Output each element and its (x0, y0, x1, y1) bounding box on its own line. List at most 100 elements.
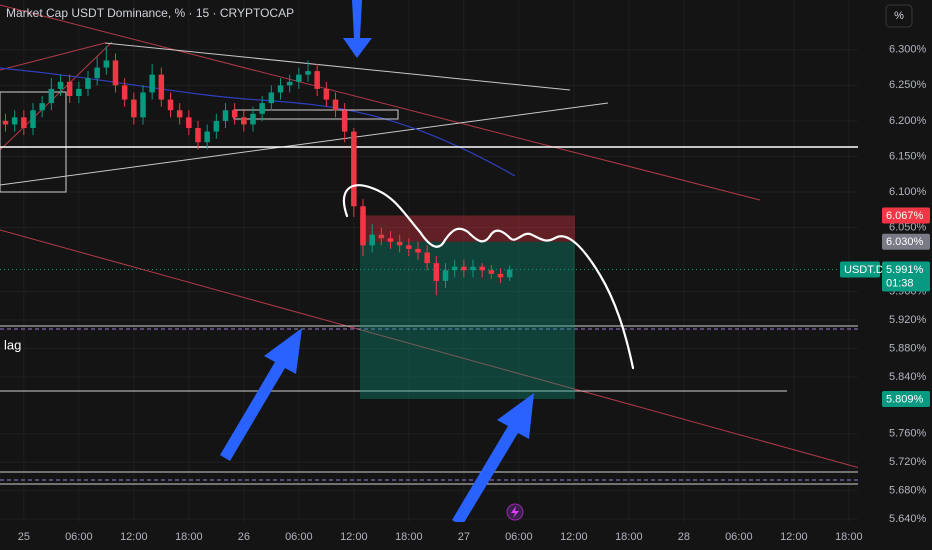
candle-body (48, 88, 55, 104)
candle-body (396, 241, 403, 246)
annotation: lag (4, 337, 21, 352)
y-tick-label: 5.720% (889, 456, 927, 468)
trend-line (0, 4, 761, 201)
axes: 6.300%6.250%6.200%6.150%6.100%6.050%5.96… (18, 44, 930, 543)
candle-body (351, 131, 357, 207)
candle-body (85, 78, 91, 89)
candle-body (39, 103, 45, 111)
candle-body (286, 81, 293, 86)
unit-button[interactable] (885, 4, 913, 28)
candle-body (341, 110, 348, 132)
arrow (452, 393, 534, 526)
position (360, 215, 575, 399)
stop-zone (360, 215, 575, 242)
overlay: lag (4, 0, 635, 526)
range-box (0, 91, 67, 193)
candle-body (387, 238, 394, 242)
last-price-label: 5.991% (886, 264, 924, 276)
trend-line (0, 102, 609, 186)
candle-body (149, 74, 155, 93)
candle-body (11, 117, 18, 125)
candle-body (186, 117, 192, 129)
candle-body (305, 71, 311, 75)
price-badge-label: 5.809% (886, 393, 924, 405)
candle-body (21, 117, 27, 129)
candle-body (112, 60, 119, 86)
candle-body (461, 266, 467, 271)
drawings (0, 4, 932, 489)
candle-body (488, 270, 495, 274)
candle-body (296, 74, 302, 82)
trend-line (0, 229, 932, 489)
candles (2, 46, 513, 296)
candle-body (241, 117, 247, 125)
trend-line (0, 41, 113, 151)
candle-body (167, 99, 174, 111)
candle-body (314, 71, 320, 89)
y-tick-label: 6.150% (889, 150, 927, 162)
x-tick-label: 25 (18, 531, 30, 543)
unit-button-label[interactable]: % (894, 10, 904, 22)
candle-body (195, 128, 201, 143)
candle-body (360, 206, 366, 246)
y-tick-label: 5.640% (889, 513, 927, 525)
time-axis (0, 522, 932, 550)
y-tick-label: 5.680% (889, 485, 927, 497)
projection-curve (342, 184, 635, 370)
candle-body (369, 234, 375, 246)
candle-body (213, 120, 220, 132)
trend-line (104, 42, 571, 91)
candle-body (57, 81, 64, 89)
candle-body (497, 273, 504, 278)
y-tick-label: 6.100% (889, 186, 927, 198)
candle-body (332, 99, 339, 111)
candle-body (259, 103, 265, 114)
candle-body (158, 74, 165, 100)
candle-body (231, 110, 238, 118)
last-price-name: USDT.D (844, 264, 884, 276)
x-tick-label: 06:00 (725, 531, 753, 543)
candle-body (103, 60, 110, 68)
chart-title: Market Cap USDT Dominance, % · 15 · CRYP… (6, 6, 294, 20)
x-tick-label: 06:00 (505, 531, 533, 543)
candle-body (176, 110, 183, 118)
candle-body (479, 266, 485, 271)
y-tick-label: 6.250% (889, 79, 927, 91)
price-badge (882, 390, 930, 407)
x-tick-label: 12:00 (780, 531, 808, 543)
candle-body (268, 92, 275, 104)
last-price-countdown: 01:38 (886, 277, 914, 289)
candle-body (222, 110, 229, 121)
x-tick-label: 18:00 (835, 531, 863, 543)
candle-body (451, 266, 458, 271)
candle-body (76, 88, 82, 97)
arrow (220, 328, 302, 461)
y-tick-label: 5.920% (889, 314, 927, 326)
trend-line (0, 42, 106, 71)
x-tick-label: 06:00 (285, 531, 313, 543)
candle-body (277, 85, 284, 93)
candle-body (66, 81, 73, 97)
x-tick-label: 12:00 (560, 531, 588, 543)
candle-body (406, 245, 412, 249)
candle-body (30, 110, 36, 129)
candle-body (250, 113, 256, 125)
x-tick-label: 06:00 (65, 531, 93, 543)
last-price-badge (882, 261, 930, 292)
x-tick-label: 18:00 (395, 531, 423, 543)
candle-body (433, 263, 440, 281)
event-icon-glyph (511, 506, 519, 518)
price-badge (882, 233, 930, 250)
candle-body (506, 269, 513, 278)
candle-body (378, 234, 385, 239)
arrow (343, 0, 372, 58)
x-tick-label: 28 (678, 531, 690, 543)
candle-body (323, 88, 330, 100)
candle-body (94, 67, 100, 79)
candle-body (442, 270, 449, 281)
y-tick-label: 5.880% (889, 342, 927, 354)
y-tick-label: 6.050% (889, 221, 927, 233)
